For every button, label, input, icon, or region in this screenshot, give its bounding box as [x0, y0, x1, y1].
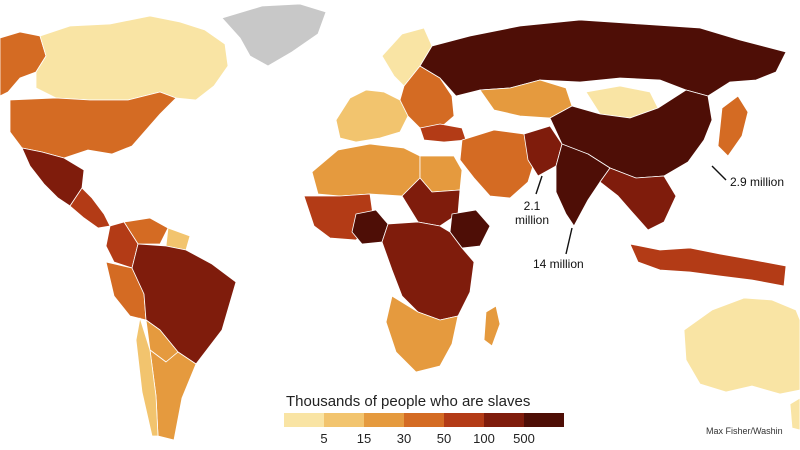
legend-tick-label: 5	[320, 431, 327, 446]
legend-title: Thousands of people who are slaves	[286, 393, 530, 410]
china-callout-label: 2.9 million	[730, 175, 784, 189]
region-mexico	[21, 147, 85, 207]
credit-text: Max Fisher/Washin	[706, 426, 783, 436]
legend-swatch	[484, 413, 524, 427]
china-callout-line	[711, 165, 727, 181]
region-middle-east	[459, 129, 537, 199]
region-chile	[135, 317, 159, 437]
region-central-africa	[381, 221, 475, 321]
legend-tick-label: 100	[473, 431, 495, 446]
pakistan-callout-text-line2: million	[515, 213, 549, 227]
legend-tick-label: 500	[513, 431, 535, 446]
pakistan-callout-text: 2.1	[524, 199, 541, 213]
legend-ticks: 5 15 30 50 100 500	[320, 431, 534, 446]
region-turkey	[419, 123, 467, 143]
legend-tick-label: 50	[437, 431, 451, 446]
region-southern-africa	[385, 295, 459, 373]
legend-swatch	[444, 413, 484, 427]
region-greenland	[221, 3, 327, 67]
region-madagascar	[483, 305, 501, 347]
india-callout-label: 14 million	[533, 257, 584, 271]
legend-swatches	[284, 413, 564, 427]
region-russia	[419, 19, 787, 97]
legend-swatch	[364, 413, 404, 427]
legend-swatch	[324, 413, 364, 427]
region-central-america	[69, 187, 111, 229]
region-western-europe	[335, 89, 409, 143]
region-indonesia	[629, 243, 787, 287]
pakistan-callout-label: 2.1 million	[515, 199, 549, 227]
india-callout-line	[565, 227, 573, 255]
region-north-africa	[311, 143, 421, 197]
region-australia	[683, 297, 800, 395]
legend-tick-label: 30	[397, 431, 411, 446]
legend-swatch	[524, 413, 564, 427]
legend-tick-label: 15	[357, 431, 371, 446]
region-united-states	[9, 91, 177, 159]
region-india	[555, 143, 611, 227]
region-canada	[35, 15, 229, 101]
region-southeast-asia	[599, 167, 677, 231]
legend-swatch	[284, 413, 324, 427]
region-japan	[717, 95, 749, 157]
region-nigeria	[351, 209, 389, 245]
legend-swatch	[404, 413, 444, 427]
pakistan-callout-line	[535, 175, 543, 195]
region-new-zealand	[789, 397, 800, 431]
